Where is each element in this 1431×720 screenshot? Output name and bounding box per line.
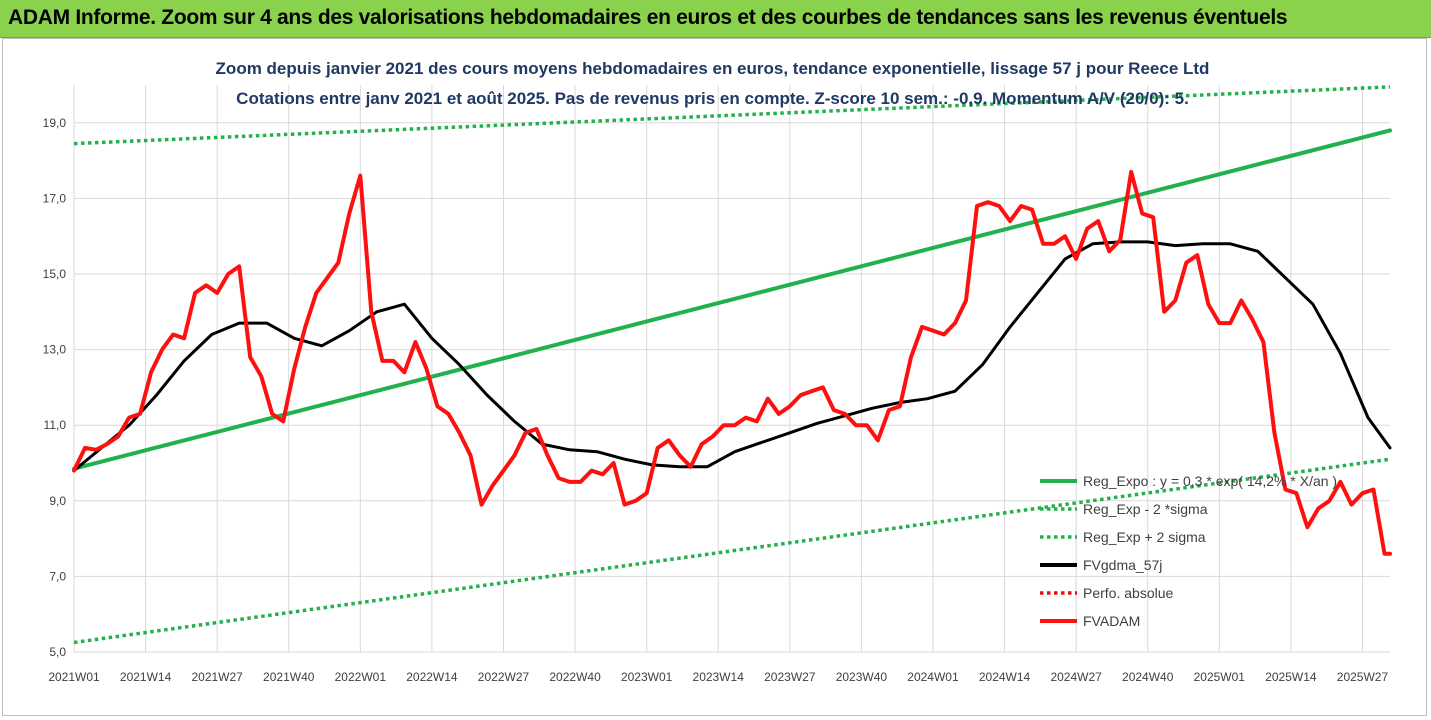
- x-axis-tick-labels: 2021W01 2021W14 2021W27 2021W40 2022W01 2022W…: [48, 670, 1388, 684]
- x-tick-label: 2023W14: [693, 670, 745, 684]
- y-tick-label: 19,0: [43, 116, 67, 130]
- x-tick-label: 2021W40: [263, 670, 315, 684]
- x-tick-label: 2024W27: [1050, 670, 1102, 684]
- chart-subtitle: Cotations entre janv 2021 et août 2025. …: [236, 89, 1189, 108]
- series-lines: [72, 85, 1392, 645]
- x-tick-label: 2022W40: [549, 670, 601, 684]
- x-tick-label: 2023W01: [621, 670, 673, 684]
- series-line-1: [73, 457, 1391, 645]
- x-tick-label: 2025W01: [1194, 670, 1246, 684]
- x-tick-label: 2025W14: [1265, 670, 1317, 684]
- y-tick-label: 13,0: [43, 343, 67, 357]
- legend-label: Reg_Expo : y = 0,3 * exp( 14,2% * X/an ): [1083, 473, 1337, 489]
- y-tick-label: 5,0: [49, 645, 66, 659]
- y-tick-label: 7,0: [49, 569, 66, 583]
- report-title: ADAM Informe. Zoom sur 4 ans des valoris…: [8, 6, 1288, 29]
- chart-frame: [2, 38, 1427, 716]
- x-tick-label: 2022W14: [406, 670, 458, 684]
- y-tick-label: 15,0: [43, 267, 67, 281]
- series-line-5: [72, 169, 1392, 556]
- x-tick-label: 2021W27: [191, 670, 243, 684]
- y-axis-tick-labels: 5,0 7,0 9,0 11,0 13,0 15,0 17,0 19,0: [43, 116, 67, 659]
- legend-label: Perfo. absolue: [1083, 585, 1173, 601]
- x-tick-label: 2021W01: [48, 670, 100, 684]
- x-tick-label: 2024W40: [1122, 670, 1174, 684]
- chart-title: Zoom depuis janvier 2021 des cours moyen…: [215, 59, 1210, 78]
- x-tick-label: 2024W14: [979, 670, 1031, 684]
- x-tick-label: 2024W01: [907, 670, 959, 684]
- x-tick-label: 2021W14: [120, 670, 172, 684]
- x-tick-label: 2025W27: [1337, 670, 1389, 684]
- legend-label: FVgdma_57j: [1083, 557, 1162, 573]
- legend-label: Reg_Exp - 2 *sigma: [1083, 501, 1208, 517]
- series-line-3: [72, 240, 1392, 473]
- y-tick-label: 9,0: [49, 494, 66, 508]
- y-tick-label: 11,0: [44, 418, 67, 432]
- series-line-0: [72, 128, 1392, 471]
- legend-label: Reg_Exp + 2 sigma: [1083, 529, 1206, 545]
- legend: Reg_Expo : y = 0,3 * exp( 14,2% * X/an )…: [1040, 473, 1337, 629]
- x-tick-label: 2022W01: [335, 670, 387, 684]
- report-banner: ADAM Informe. Zoom sur 4 ans des valoris…: [0, 0, 1431, 38]
- series-line-2: [73, 85, 1391, 146]
- legend-label: FVADAM: [1083, 613, 1140, 629]
- x-tick-label: 2023W40: [836, 670, 888, 684]
- x-tick-label: 2022W27: [478, 670, 530, 684]
- x-tick-label: 2023W27: [764, 670, 816, 684]
- y-tick-label: 17,0: [43, 191, 67, 205]
- gridlines: [73, 85, 1390, 653]
